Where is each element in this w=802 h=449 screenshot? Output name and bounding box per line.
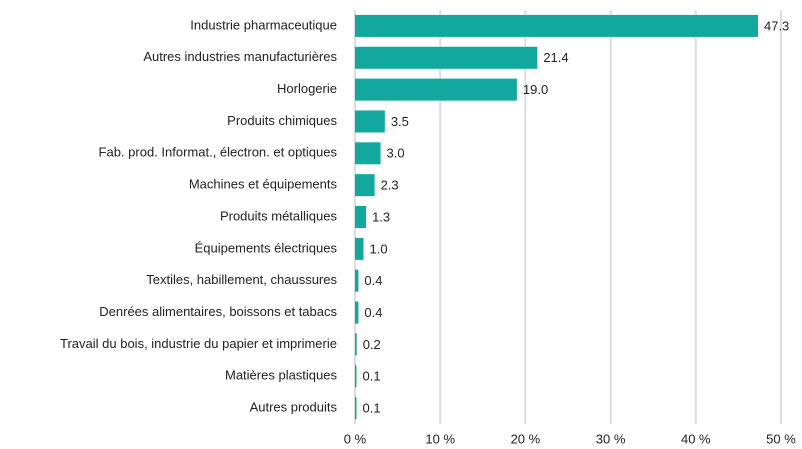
y-tick-label: Autres produits: [250, 400, 338, 415]
value-label: 0.1: [363, 369, 381, 384]
value-label: 47.3: [764, 18, 789, 33]
value-label: 0.4: [364, 273, 382, 288]
value-label: 19.0: [523, 82, 548, 97]
value-label: 21.4: [543, 50, 568, 65]
bar: [355, 237, 364, 260]
y-tick-label: Produits chimiques: [227, 113, 337, 128]
y-tick-label: Horlogerie: [277, 81, 337, 96]
y-tick-label: Matières plastiques: [225, 368, 337, 383]
x-tick-label: 40 %: [681, 431, 711, 446]
bar: [355, 110, 385, 133]
x-tick-label: 20 %: [511, 431, 541, 446]
bar: [355, 14, 758, 37]
bar: [355, 206, 367, 228]
bar: [355, 365, 357, 388]
value-label: 1.3: [372, 209, 390, 224]
x-tick-label: 0 %: [344, 431, 367, 446]
y-tick-label: Fab. prod. Informat., électron. et optiq…: [99, 145, 338, 160]
value-label: 1.0: [370, 241, 388, 256]
value-label: 0.4: [364, 305, 382, 320]
x-tick-label: 10 %: [425, 431, 455, 446]
y-tick-label: Denrées alimentaires, boissons et tabacs: [99, 304, 337, 319]
x-tick-label: 30 %: [596, 431, 626, 446]
y-tick-label: Travail du bois, industrie du papier et …: [60, 336, 337, 351]
bar: [355, 269, 359, 292]
bar: [355, 46, 538, 69]
x-tick-label: 50 %: [766, 431, 796, 446]
bar: [355, 301, 359, 324]
value-label: 3.5: [391, 114, 409, 129]
y-tick-label: Autres industries manufacturières: [143, 49, 337, 64]
y-tick-label: Équipements électriques: [195, 240, 338, 255]
bar: [355, 333, 357, 356]
value-label: 2.3: [381, 178, 399, 193]
bar: [355, 174, 375, 197]
y-tick-label: Machines et équipements: [189, 177, 338, 192]
y-tick-label: Industrie pharmaceutique: [190, 17, 337, 32]
bar: [355, 397, 357, 420]
value-label: 0.1: [363, 401, 381, 416]
value-label: 0.2: [363, 337, 381, 352]
value-label: 3.0: [387, 146, 405, 161]
y-tick-label: Produits métalliques: [220, 208, 338, 223]
y-tick-label: Textiles, habillement, chaussures: [146, 272, 337, 287]
bar: [355, 78, 517, 101]
bar: [355, 142, 381, 165]
